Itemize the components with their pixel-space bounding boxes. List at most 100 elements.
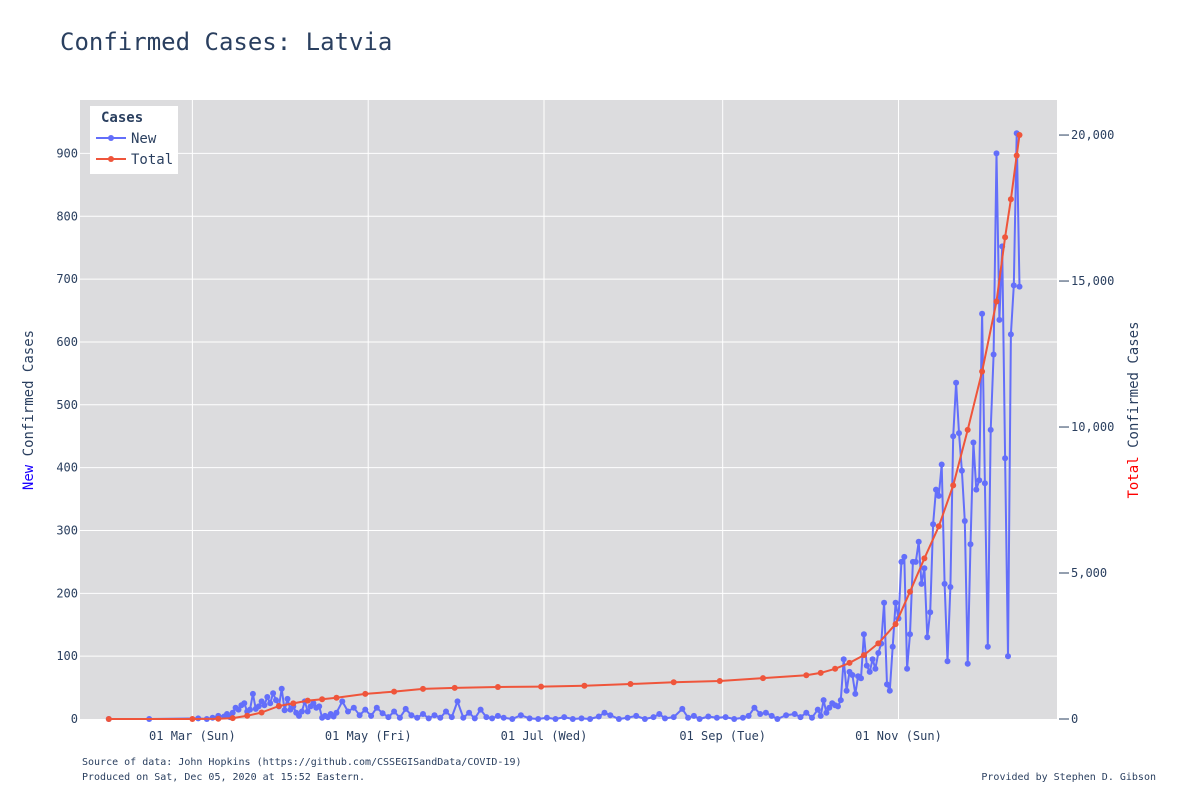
data-point-new[interactable]: [1005, 653, 1011, 660]
data-point-new[interactable]: [509, 716, 516, 722]
data-point-total[interactable]: [420, 685, 426, 692]
data-point-new[interactable]: [249, 690, 256, 697]
data-point-new[interactable]: [316, 703, 323, 710]
data-point-new[interactable]: [872, 665, 879, 672]
data-point-new[interactable]: [641, 716, 648, 722]
data-point-new[interactable]: [379, 710, 386, 717]
data-point-new[interactable]: [918, 580, 925, 587]
data-point-new[interactable]: [901, 553, 908, 560]
data-point-total[interactable]: [319, 696, 326, 703]
data-point-total[interactable]: [215, 715, 222, 722]
data-point-new[interactable]: [973, 486, 980, 493]
data-point-new[interactable]: [517, 712, 524, 719]
data-point-new[interactable]: [869, 656, 876, 663]
data-point-total[interactable]: [1002, 234, 1009, 241]
data-point-new[interactable]: [696, 716, 703, 722]
data-point-new[interactable]: [852, 690, 859, 697]
data-point-new[interactable]: [241, 700, 248, 707]
data-point-new[interactable]: [826, 704, 833, 711]
data-point-new[interactable]: [889, 643, 896, 650]
data-point-total[interactable]: [258, 709, 265, 716]
data-point-new[interactable]: [437, 714, 444, 721]
data-point-new[interactable]: [930, 521, 937, 528]
data-point-new[interactable]: [875, 650, 882, 656]
data-point-new[interactable]: [270, 690, 277, 697]
data-point-total[interactable]: [538, 683, 545, 690]
data-point-new[interactable]: [466, 709, 473, 716]
data-point-new[interactable]: [273, 697, 279, 704]
data-point-new[interactable]: [601, 709, 608, 716]
data-point-new[interactable]: [964, 660, 971, 667]
data-point-new[interactable]: [739, 714, 746, 721]
data-point-new[interactable]: [373, 704, 380, 711]
data-point-new[interactable]: [984, 643, 991, 650]
data-point-new[interactable]: [685, 714, 692, 721]
data-point-new[interactable]: [333, 709, 340, 716]
data-point-total[interactable]: [229, 715, 236, 722]
data-point-total[interactable]: [760, 675, 766, 682]
data-point-new[interactable]: [837, 697, 844, 704]
data-point-new[interactable]: [722, 714, 729, 721]
data-point-new[interactable]: [898, 558, 905, 565]
data-point-total[interactable]: [907, 588, 913, 595]
data-point-new[interactable]: [304, 708, 311, 715]
data-point-new[interactable]: [783, 712, 790, 719]
data-point-new[interactable]: [460, 714, 467, 721]
data-point-total[interactable]: [892, 621, 899, 628]
data-point-new[interactable]: [809, 714, 815, 721]
data-point-new[interactable]: [993, 150, 1000, 157]
data-point-new[interactable]: [981, 480, 988, 487]
data-point-new[interactable]: [858, 675, 864, 682]
data-point-new[interactable]: [944, 658, 951, 665]
data-point-total[interactable]: [627, 681, 634, 687]
data-point-new[interactable]: [941, 580, 948, 587]
data-point-new[interactable]: [921, 565, 928, 572]
legend-total-label[interactable]: Total: [131, 152, 173, 168]
data-point-new[interactable]: [979, 310, 986, 317]
data-point-total[interactable]: [875, 640, 882, 647]
legend-new-label[interactable]: New: [131, 131, 157, 147]
data-point-new[interactable]: [633, 712, 640, 719]
data-point-new[interactable]: [924, 634, 931, 641]
data-point-new[interactable]: [483, 714, 490, 721]
data-point-total[interactable]: [581, 682, 588, 689]
data-point-new[interactable]: [569, 716, 576, 722]
data-point-total[interactable]: [275, 703, 282, 709]
data-point-new[interactable]: [662, 715, 668, 722]
data-point-total[interactable]: [244, 712, 251, 719]
data-point-new[interactable]: [261, 702, 268, 709]
data-point-total[interactable]: [979, 368, 986, 375]
data-point-new[interactable]: [615, 716, 622, 722]
data-point-new[interactable]: [264, 694, 271, 700]
data-point-new[interactable]: [587, 716, 594, 722]
data-point-new[interactable]: [310, 700, 317, 707]
data-point-new[interactable]: [296, 712, 302, 719]
data-point-new[interactable]: [494, 712, 501, 719]
data-point-new[interactable]: [866, 668, 873, 675]
data-point-new[interactable]: [420, 711, 426, 717]
data-point-new[interactable]: [933, 486, 939, 493]
data-point-new[interactable]: [797, 714, 804, 721]
data-point-new[interactable]: [396, 714, 403, 721]
data-point-new[interactable]: [860, 631, 867, 638]
data-point-new[interactable]: [927, 609, 934, 616]
data-point-total[interactable]: [716, 678, 723, 684]
data-point-new[interactable]: [578, 715, 585, 722]
data-point-new[interactable]: [835, 703, 841, 710]
data-point-new[interactable]: [840, 656, 847, 663]
data-point-new[interactable]: [356, 712, 363, 719]
data-point-new[interactable]: [762, 709, 769, 716]
data-point-new[interactable]: [298, 708, 305, 715]
data-point-new[interactable]: [255, 703, 262, 710]
data-point-new[interactable]: [996, 316, 1003, 323]
data-point-new[interactable]: [915, 538, 922, 545]
data-point-new[interactable]: [1010, 282, 1017, 289]
data-point-total[interactable]: [189, 716, 196, 722]
data-point-new[interactable]: [884, 681, 890, 688]
data-point-new[interactable]: [904, 665, 911, 672]
data-point-total[interactable]: [846, 659, 853, 666]
data-point-total[interactable]: [362, 690, 369, 697]
data-point-new[interactable]: [500, 714, 507, 721]
data-point-new[interactable]: [656, 711, 663, 717]
data-point-new[interactable]: [561, 714, 568, 721]
